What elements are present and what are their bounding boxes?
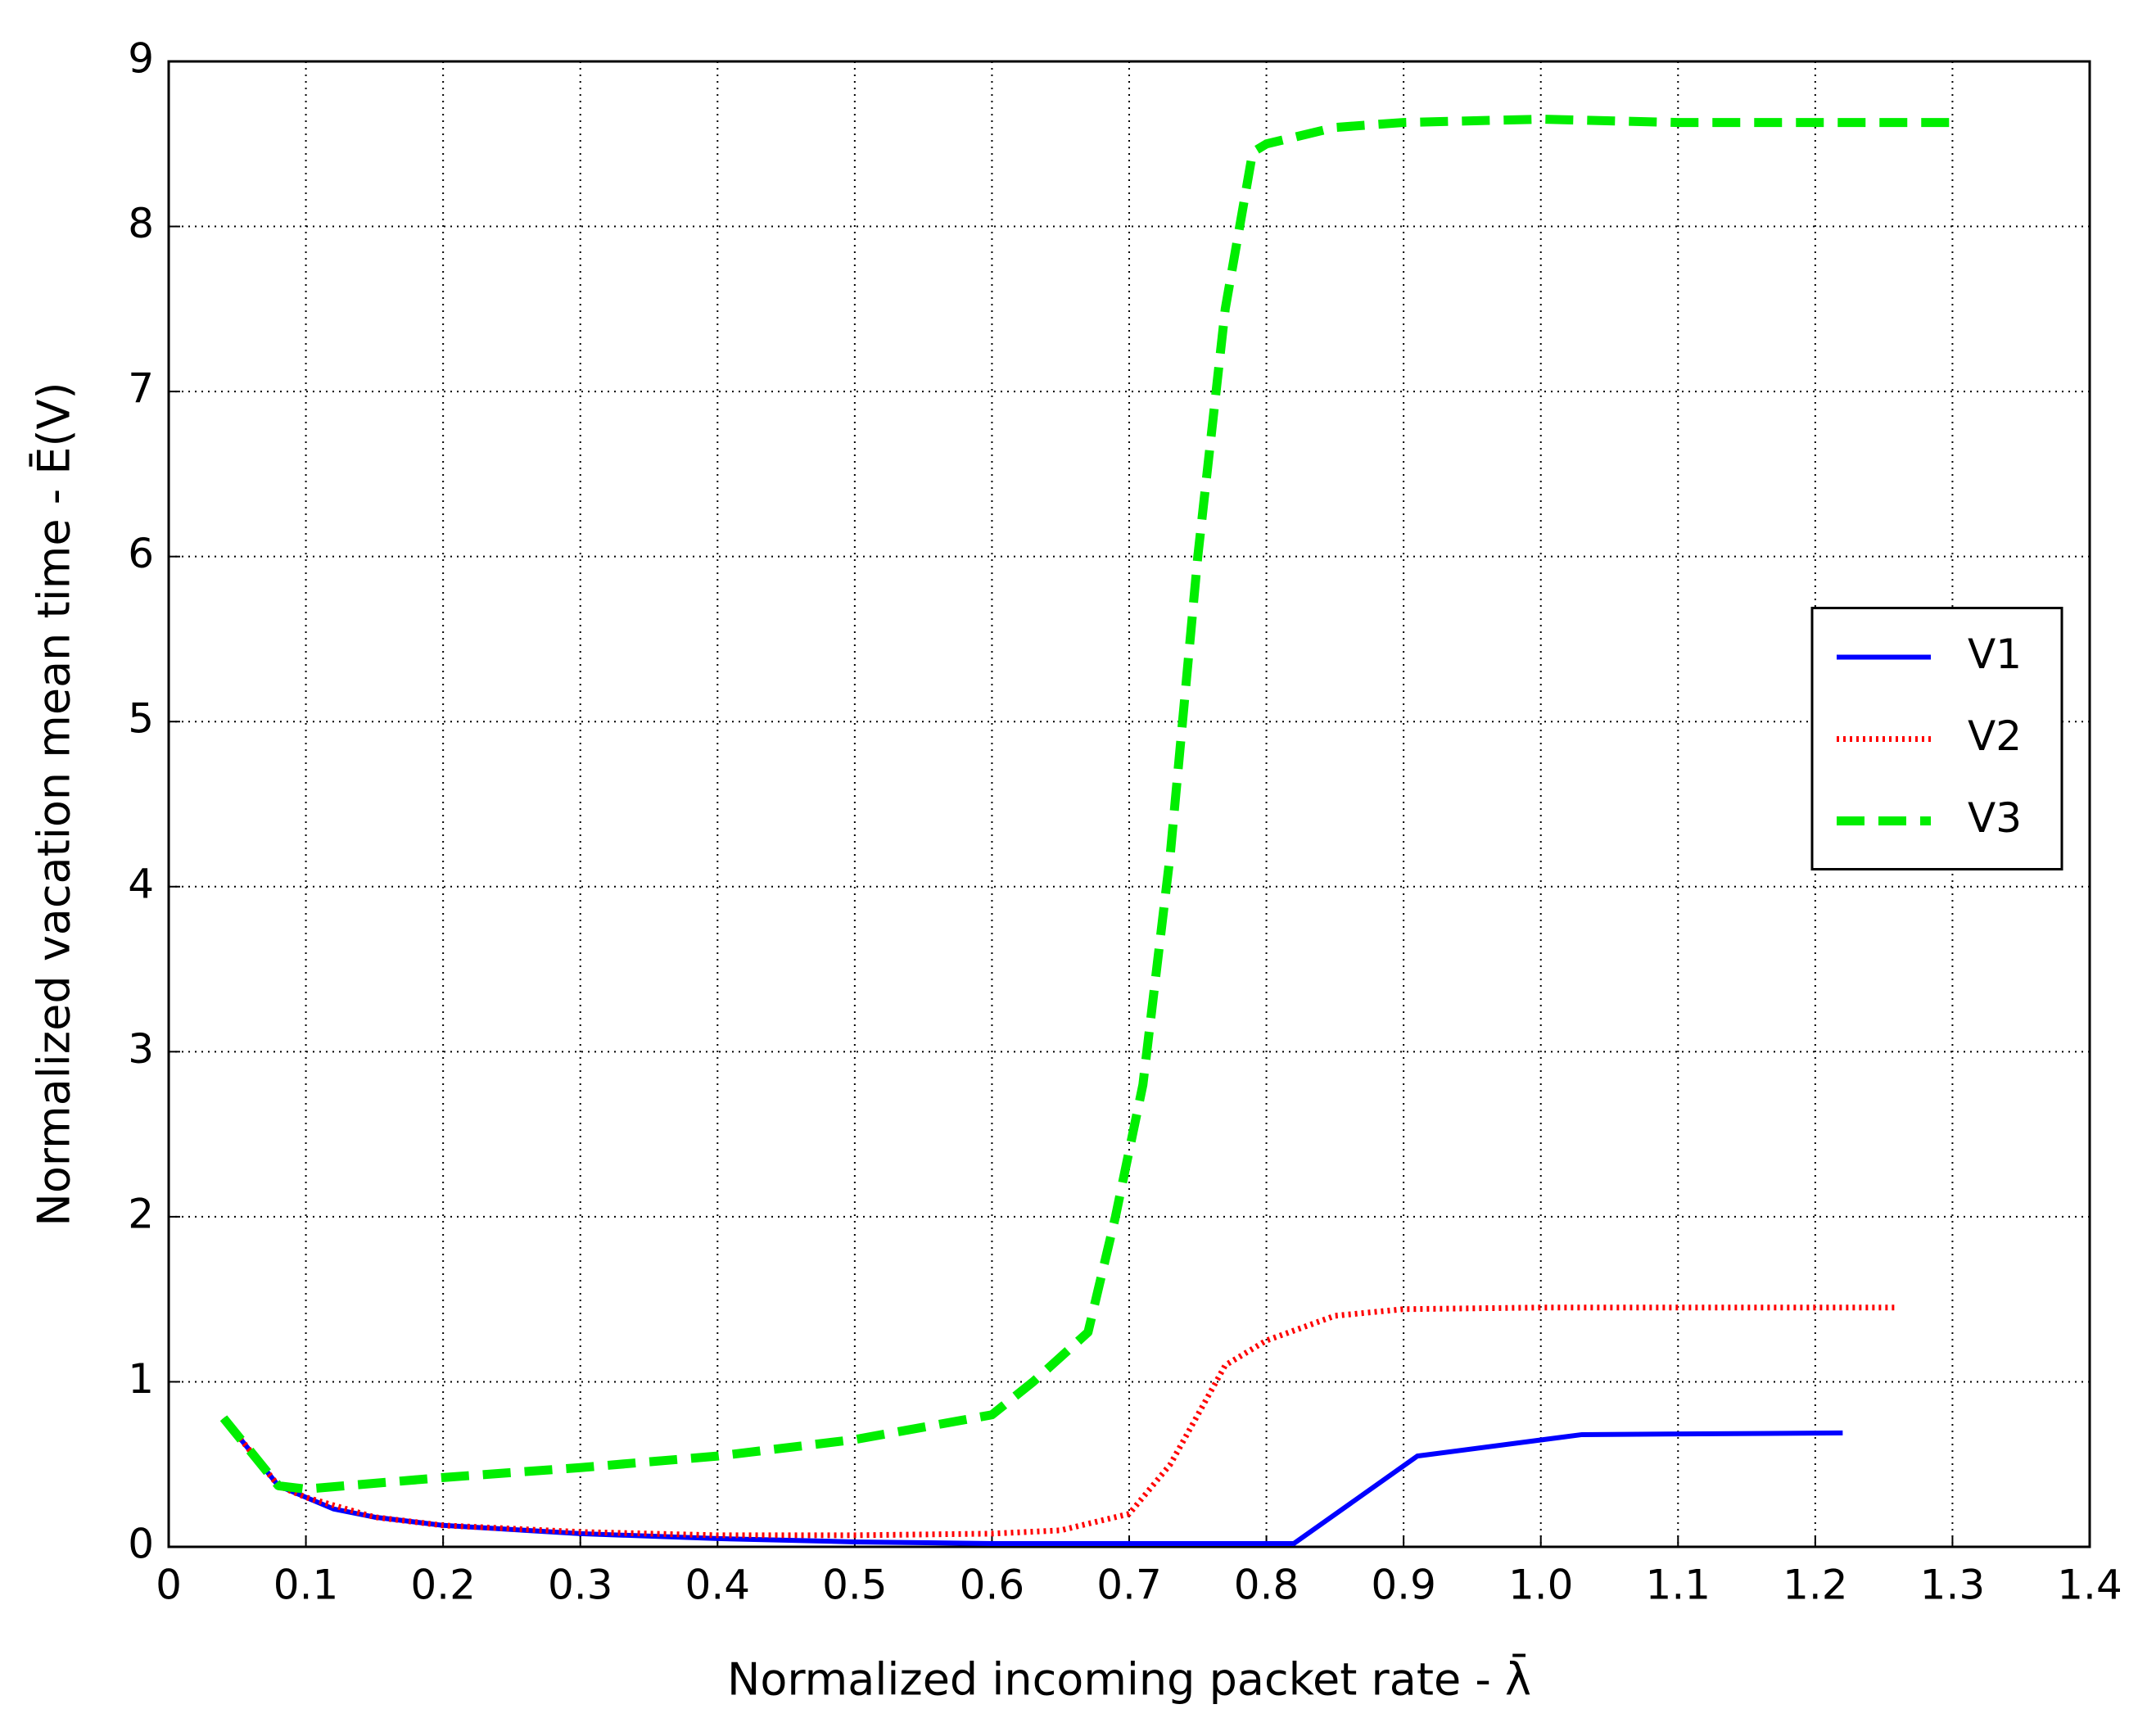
- x-tick-label: 0.1: [273, 1562, 339, 1609]
- x-axis-label: Normalized incoming packet rate - λ̄: [727, 1654, 1531, 1706]
- y-tick-label: 1: [128, 1355, 154, 1403]
- x-tick-label: 1.2: [1783, 1562, 1848, 1609]
- x-tick-label: 0.7: [1096, 1562, 1162, 1609]
- series-line: [219, 115, 1953, 1494]
- y-tick-label: 7: [128, 365, 154, 413]
- y-tick-label: 4: [128, 860, 154, 907]
- y-tick-label: 3: [128, 1025, 154, 1073]
- series-line: [221, 1416, 1843, 1546]
- y-axis-label: Normalized vacation mean time - Ē(V): [29, 382, 80, 1226]
- x-tick-label: 0.3: [548, 1562, 613, 1609]
- series-line: [221, 1304, 1898, 1539]
- x-tick-label: 0: [156, 1562, 182, 1609]
- x-tick-label: 0.8: [1234, 1562, 1300, 1609]
- x-tick-label: 0.4: [685, 1562, 751, 1609]
- x-tick-label: 1.1: [1646, 1562, 1711, 1609]
- plot-frame: [167, 60, 2091, 1548]
- x-tick-label: 0.2: [410, 1562, 476, 1609]
- x-tick-label: 1.0: [1508, 1562, 1574, 1609]
- y-tick-label: 9: [128, 35, 154, 83]
- y-tick-label: 0: [128, 1521, 154, 1568]
- y-tick-label: 2: [128, 1190, 154, 1237]
- legend-box: [1810, 607, 2063, 870]
- x-tick-label: 0.5: [822, 1562, 888, 1609]
- legend-label: V1: [1968, 631, 2022, 678]
- x-tick-label: 0.6: [960, 1562, 1025, 1609]
- y-tick-label: 8: [128, 200, 154, 247]
- y-tick-label: 5: [128, 695, 154, 743]
- x-tick-label: 1.3: [1920, 1562, 1986, 1609]
- y-tick-label: 6: [128, 530, 154, 577]
- legend-label: V3: [1968, 794, 2022, 842]
- x-tick-label: 1.4: [2057, 1562, 2122, 1609]
- legend: V1 V2 V3: [1810, 607, 2063, 870]
- x-tick-label: 0.9: [1371, 1562, 1436, 1609]
- legend-label: V2: [1968, 712, 2022, 760]
